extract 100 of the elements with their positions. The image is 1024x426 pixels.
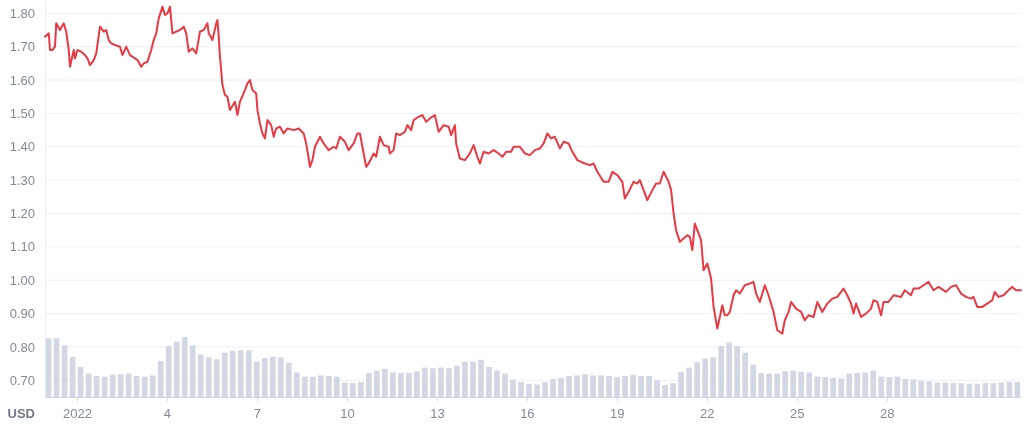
bar	[494, 370, 500, 397]
y-tick-label: 1.60	[9, 72, 35, 88]
bar	[173, 341, 180, 397]
bar	[846, 373, 853, 397]
bar	[542, 382, 548, 397]
bar	[430, 368, 436, 397]
y-tick-label: 0.90	[9, 306, 35, 322]
bar	[798, 371, 805, 397]
x-tick-label: 22	[700, 406, 715, 421]
bar	[502, 373, 508, 397]
y-tick-label: 1.10	[9, 239, 35, 255]
x-tick-label: 13	[430, 406, 445, 421]
line-series	[44, 5, 1022, 335]
bar	[622, 376, 628, 397]
bar	[718, 346, 724, 397]
bar	[342, 382, 348, 397]
bar	[838, 378, 845, 397]
bar	[598, 375, 604, 397]
bar	[702, 358, 708, 397]
x-tick-label: 4	[163, 406, 172, 421]
bar	[806, 372, 813, 397]
bar	[574, 375, 580, 397]
bar	[886, 377, 893, 397]
bar	[294, 372, 300, 397]
bar	[398, 373, 404, 397]
bar	[606, 376, 612, 397]
bar	[582, 374, 588, 397]
bar	[326, 376, 332, 397]
bar	[277, 357, 284, 397]
bar	[310, 376, 316, 397]
bar	[526, 383, 532, 397]
bar	[374, 370, 380, 397]
bar	[229, 350, 236, 397]
bar	[774, 373, 780, 397]
bar	[534, 384, 540, 397]
bar	[510, 379, 516, 397]
bar	[734, 346, 740, 397]
bar	[862, 372, 869, 397]
bar	[678, 371, 684, 397]
bar	[334, 376, 340, 397]
bar	[686, 367, 692, 397]
bar	[726, 342, 732, 397]
bar	[438, 367, 444, 397]
bar	[550, 379, 556, 397]
bar	[766, 373, 772, 397]
bar	[926, 381, 933, 397]
bar	[470, 361, 476, 397]
bar	[782, 371, 789, 397]
bar	[950, 383, 957, 397]
bar	[894, 376, 901, 397]
bar	[237, 350, 244, 397]
bar	[414, 371, 420, 397]
bar	[350, 383, 356, 397]
bar	[269, 356, 276, 397]
bar	[638, 376, 644, 397]
x-tick-label: 7	[253, 406, 262, 421]
bar	[958, 383, 965, 397]
bar	[742, 352, 748, 397]
y-tick-label: 1.70	[9, 39, 35, 55]
bar	[758, 373, 764, 397]
bar	[189, 345, 196, 397]
bar	[710, 357, 716, 397]
bar	[750, 364, 756, 397]
bar	[462, 361, 468, 397]
bar	[590, 375, 596, 397]
y-tick-label: 1.30	[9, 172, 35, 188]
bar	[990, 383, 997, 397]
y-axis-title: USD	[7, 406, 35, 421]
bar	[982, 383, 989, 397]
bar	[302, 376, 308, 397]
bar	[197, 354, 204, 397]
x-tick-label: 25	[790, 406, 805, 421]
bar	[670, 383, 676, 397]
bar	[454, 365, 460, 397]
x-tick-label: 19	[610, 406, 625, 421]
bar	[654, 380, 660, 397]
bar	[261, 358, 268, 397]
bar	[486, 367, 492, 397]
bar	[478, 359, 484, 397]
bar	[446, 368, 452, 397]
bar	[406, 373, 412, 397]
bar	[205, 357, 212, 397]
bar	[181, 337, 188, 397]
bar	[646, 376, 652, 397]
bar	[814, 376, 821, 397]
bar	[630, 374, 636, 397]
bar	[422, 367, 428, 397]
bar	[854, 373, 861, 397]
y-tick-label: 1.00	[9, 272, 35, 288]
bar	[822, 377, 829, 397]
y-tick-label: 1.80	[9, 5, 35, 21]
bar	[213, 359, 220, 397]
bar	[253, 361, 260, 397]
bar	[390, 372, 396, 397]
bar	[382, 368, 388, 397]
bar	[614, 377, 620, 397]
y-tick-label: 1.40	[9, 139, 35, 155]
bar	[558, 377, 564, 397]
y-tick-label: 0.70	[9, 372, 35, 388]
bar	[366, 373, 372, 397]
